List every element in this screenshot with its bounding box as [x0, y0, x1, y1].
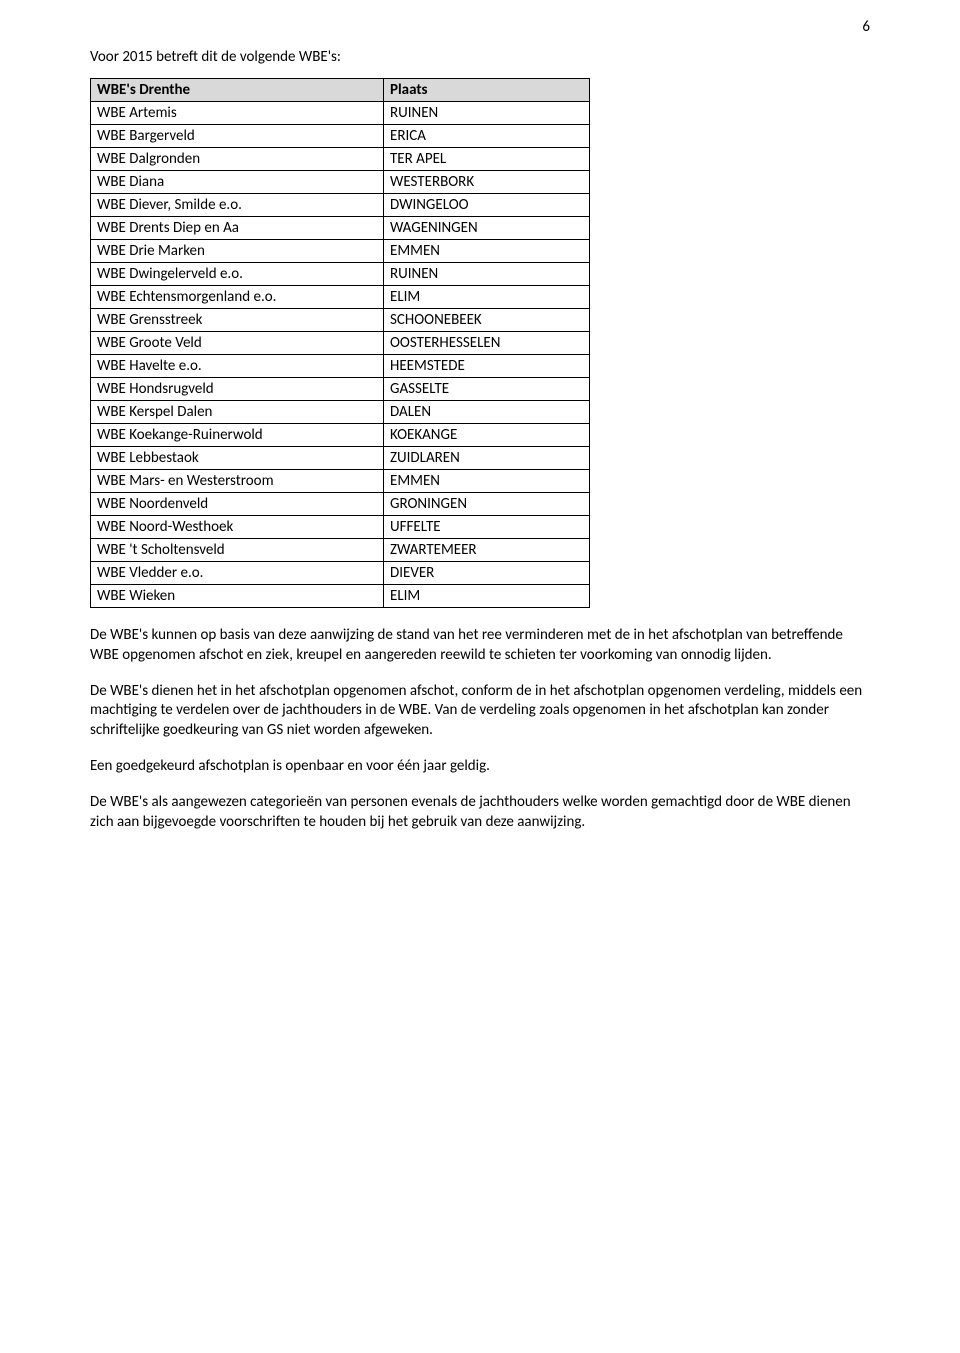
table-cell: ZWARTEMEER — [384, 539, 590, 562]
table-body: WBE ArtemisRUINEN WBE BargerveldERICA WB… — [91, 102, 590, 608]
table-cell: WBE Mars- en Westerstroom — [91, 470, 384, 493]
table-cell: ZUIDLAREN — [384, 447, 590, 470]
table-row: WBE BargerveldERICA — [91, 125, 590, 148]
table-cell: WBE Drents Diep en Aa — [91, 217, 384, 240]
table-cell: WBE Diever, Smilde e.o. — [91, 194, 384, 217]
table-cell: WBE Havelte e.o. — [91, 355, 384, 378]
table-cell: WBE Dalgronden — [91, 148, 384, 171]
table-cell: DIEVER — [384, 562, 590, 585]
table-cell: RUINEN — [384, 263, 590, 286]
table-row: WBE DianaWESTERBORK — [91, 171, 590, 194]
table-row: WBE HondsrugveldGASSELTE — [91, 378, 590, 401]
table-row: WBE NoordenveldGRONINGEN — [91, 493, 590, 516]
table-row: WBE ArtemisRUINEN — [91, 102, 590, 125]
table-cell: EMMEN — [384, 470, 590, 493]
table-cell: DALEN — [384, 401, 590, 424]
table-cell: WBE Dwingelerveld e.o. — [91, 263, 384, 286]
table-cell: KOEKANGE — [384, 424, 590, 447]
table-row: WBE Mars- en WesterstroomEMMEN — [91, 470, 590, 493]
table-cell: ERICA — [384, 125, 590, 148]
table-row: WBE Echtensmorgenland e.o.ELIM — [91, 286, 590, 309]
table-cell: WESTERBORK — [384, 171, 590, 194]
table-cell: WBE Grensstreek — [91, 309, 384, 332]
table-header-col1: WBE's Drenthe — [91, 79, 384, 102]
table-cell: HEEMSTEDE — [384, 355, 590, 378]
table-row: WBE GrensstreekSCHOONEBEEK — [91, 309, 590, 332]
table-cell: WBE Kerspel Dalen — [91, 401, 384, 424]
table-row: WBE Drents Diep en AaWAGENINGEN — [91, 217, 590, 240]
paragraph-3: Een goedgekeurd afschotplan is openbaar … — [90, 757, 870, 777]
table-cell: GRONINGEN — [384, 493, 590, 516]
table-row: WBE Dwingelerveld e.o.RUINEN — [91, 263, 590, 286]
table-cell: GASSELTE — [384, 378, 590, 401]
table-cell: WBE Groote Veld — [91, 332, 384, 355]
paragraph-1: De WBE's kunnen op basis van deze aanwij… — [90, 626, 870, 666]
table-cell: UFFELTE — [384, 516, 590, 539]
page-number: 6 — [862, 18, 870, 36]
table-row: WBE WiekenELIM — [91, 585, 590, 608]
document-page: 6 Voor 2015 betreft dit de volgende WBE'… — [0, 0, 960, 1353]
table-row: WBE Kerspel DalenDALEN — [91, 401, 590, 424]
table-cell: WBE Artemis — [91, 102, 384, 125]
table-row: WBE Havelte e.o.HEEMSTEDE — [91, 355, 590, 378]
table-row: WBE Diever, Smilde e.o.DWINGELOO — [91, 194, 590, 217]
paragraph-2: De WBE's dienen het in het afschotplan o… — [90, 682, 870, 741]
table-cell: WAGENINGEN — [384, 217, 590, 240]
table-cell: WBE Lebbestaok — [91, 447, 384, 470]
table-row: WBE Groote VeldOOSTERHESSELEN — [91, 332, 590, 355]
table-header-col2: Plaats — [384, 79, 590, 102]
wbe-table: WBE's Drenthe Plaats WBE ArtemisRUINEN W… — [90, 78, 590, 608]
table-cell: WBE Noordenveld — [91, 493, 384, 516]
table-cell: WBE Koekange-Ruinerwold — [91, 424, 384, 447]
table-cell: WBE Drie Marken — [91, 240, 384, 263]
table-cell: WBE Vledder e.o. — [91, 562, 384, 585]
table-cell: SCHOONEBEEK — [384, 309, 590, 332]
table-cell: ELIM — [384, 585, 590, 608]
table-cell: WBE 't Scholtensveld — [91, 539, 384, 562]
table-cell: WBE Wieken — [91, 585, 384, 608]
intro-text: Voor 2015 betreft dit de volgende WBE's: — [90, 48, 870, 66]
table-cell: RUINEN — [384, 102, 590, 125]
table-cell: TER APEL — [384, 148, 590, 171]
table-row: WBE Koekange-RuinerwoldKOEKANGE — [91, 424, 590, 447]
table-cell: WBE Echtensmorgenland e.o. — [91, 286, 384, 309]
table-row: WBE Vledder e.o.DIEVER — [91, 562, 590, 585]
table-row: WBE Drie MarkenEMMEN — [91, 240, 590, 263]
table-cell: EMMEN — [384, 240, 590, 263]
paragraph-4: De WBE's als aangewezen categorieën van … — [90, 793, 870, 833]
table-cell: ELIM — [384, 286, 590, 309]
table-row: WBE DalgrondenTER APEL — [91, 148, 590, 171]
table-row: WBE Noord-WesthoekUFFELTE — [91, 516, 590, 539]
table-cell: WBE Noord-Westhoek — [91, 516, 384, 539]
table-cell: WBE Hondsrugveld — [91, 378, 384, 401]
table-row: WBE 't ScholtensveldZWARTEMEER — [91, 539, 590, 562]
table-row: WBE LebbestaokZUIDLAREN — [91, 447, 590, 470]
table-cell: WBE Bargerveld — [91, 125, 384, 148]
table-cell: DWINGELOO — [384, 194, 590, 217]
table-cell: OOSTERHESSELEN — [384, 332, 590, 355]
table-header-row: WBE's Drenthe Plaats — [91, 79, 590, 102]
table-cell: WBE Diana — [91, 171, 384, 194]
